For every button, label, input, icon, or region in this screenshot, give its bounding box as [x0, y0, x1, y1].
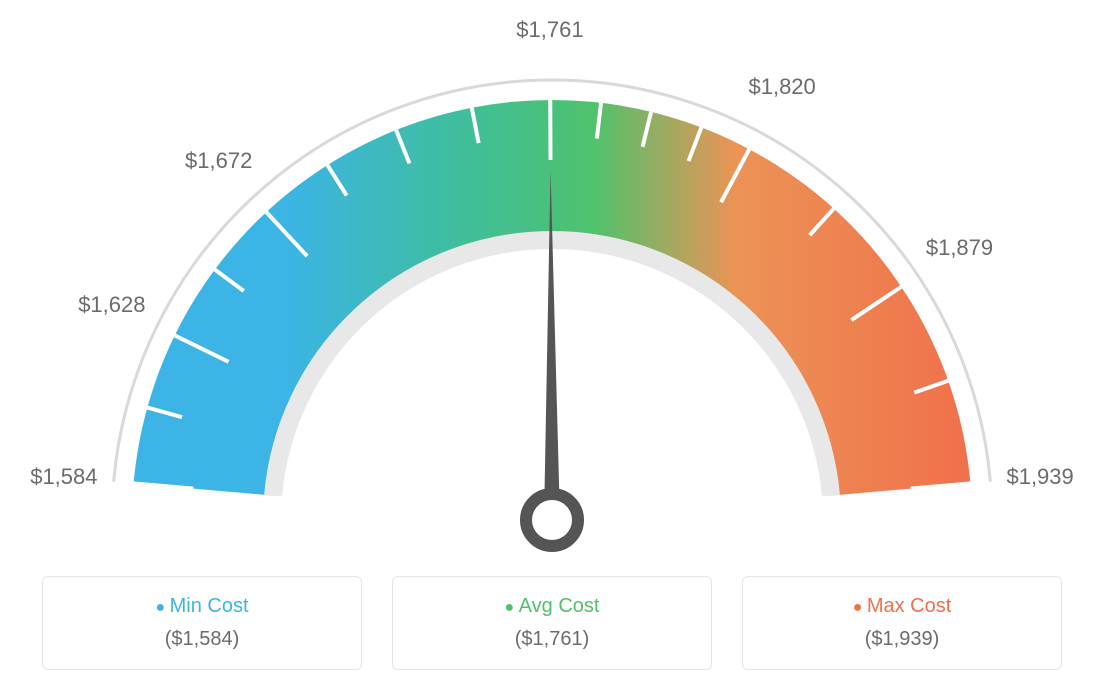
gauge-tick-label: $1,628: [78, 292, 145, 318]
gauge-tick-label: $1,820: [748, 74, 815, 100]
legend-card-avg: Avg Cost ($1,761): [392, 576, 712, 670]
legend-card-min: Min Cost ($1,584): [42, 576, 362, 670]
gauge-tick-label: $1,672: [185, 148, 252, 174]
legend-title-avg: Avg Cost: [413, 595, 691, 618]
gauge-tick-label: $1,584: [30, 464, 97, 490]
gauge-chart: $1,584 $1,628 $1,672 $1,761 $1,820 $1,879 $1,9…: [0, 0, 1104, 560]
legend-title-min: Min Cost: [63, 595, 341, 618]
gauge-tick-label: $1,761: [516, 17, 583, 43]
gauge-tick-label: $1,879: [926, 235, 993, 261]
gauge-tick-label: $1,939: [1006, 464, 1073, 490]
legend-value-max: ($1,939): [763, 628, 1041, 651]
legend-title-max: Max Cost: [763, 595, 1041, 618]
gauge-svg: [0, 0, 1104, 560]
legend-value-avg: ($1,761): [413, 628, 691, 651]
legend-row: Min Cost ($1,584) Avg Cost ($1,761) Max …: [0, 576, 1104, 670]
legend-card-max: Max Cost ($1,939): [742, 576, 1062, 670]
legend-value-min: ($1,584): [63, 628, 341, 651]
